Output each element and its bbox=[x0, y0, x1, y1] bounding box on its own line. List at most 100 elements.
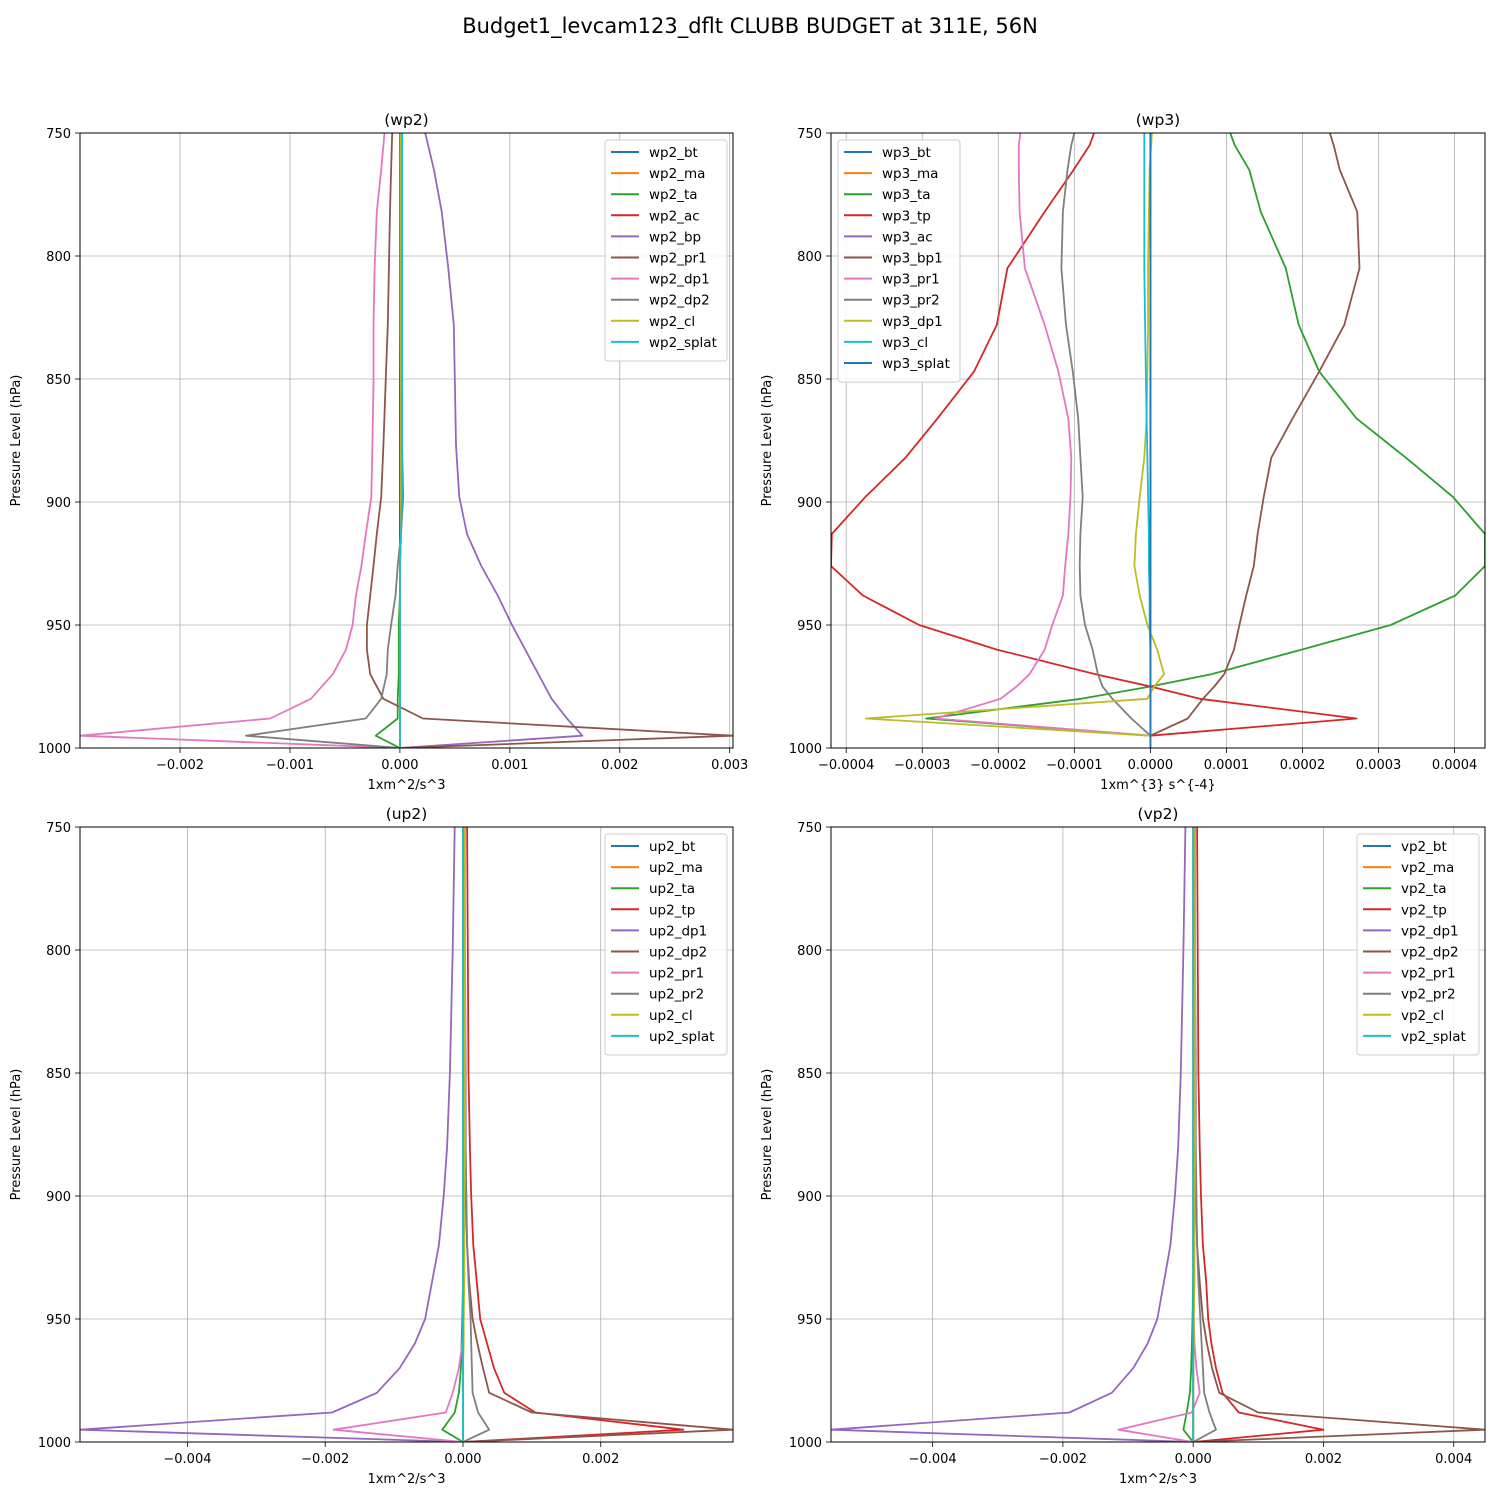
legend-label: vp2_tp bbox=[1401, 902, 1447, 918]
x-tick-label: 0.003 bbox=[711, 758, 748, 773]
x-tick-label: −0.002 bbox=[156, 758, 204, 773]
subplot-vp2: −0.004 −0.002 0.000 0.002 0.004 750 800 850 900 9… bbox=[760, 805, 1486, 1487]
legend-label: wp3_ma bbox=[882, 166, 938, 182]
legend-label: wp2_dp2 bbox=[649, 293, 710, 309]
legend-label: wp2_splat bbox=[649, 335, 717, 351]
legend-label: wp3_bp1 bbox=[882, 251, 943, 267]
x-tick-label: 0.000 bbox=[1175, 1452, 1212, 1467]
series-line-up2_pr1 bbox=[332, 827, 465, 1442]
legend-box bbox=[604, 833, 728, 1056]
legend-label: vp2_bt bbox=[1401, 839, 1447, 855]
legend-label: wp3_bt bbox=[882, 145, 931, 161]
legend: vp2_bt vp2_ma vp2_ta vp2_tp vp2_dp1 vp2_dp2vp… bbox=[1356, 833, 1480, 1056]
x-axis-label: 1xm^{3} s^{-4} bbox=[1100, 778, 1216, 793]
x-tick-label: 0.004 bbox=[1435, 1452, 1472, 1467]
legend-label: vp2_pr1 bbox=[1401, 966, 1456, 982]
x-axis-label: 1xm^2/s^3 bbox=[367, 778, 445, 793]
y-tick-label: 900 bbox=[46, 1190, 71, 1205]
legend-label: up2_ta bbox=[649, 881, 695, 897]
series-line-wp2_dp2 bbox=[245, 133, 405, 748]
series-line-wp3_pr1 bbox=[934, 133, 1152, 748]
series-line-wp3_pr2 bbox=[1060, 133, 1152, 748]
legend-label: wp3_pr1 bbox=[882, 272, 940, 288]
x-tick-label: 0.002 bbox=[1305, 1452, 1342, 1467]
y-tick-label: 750 bbox=[797, 127, 822, 142]
series-line-wp2_bp bbox=[399, 133, 584, 748]
series-line-wp3_bp1 bbox=[1149, 133, 1361, 748]
legend: up2_bt up2_ma up2_ta up2_tp up2_dp1 up2_dp2up… bbox=[604, 833, 728, 1056]
series-line-wp3_tp bbox=[831, 133, 1358, 748]
x-tick-label: 0.000 bbox=[381, 758, 418, 773]
legend-label: vp2_dp1 bbox=[1401, 923, 1459, 939]
y-tick-label: 800 bbox=[46, 944, 71, 959]
legend-label: wp2_ac bbox=[649, 208, 700, 224]
plot-area bbox=[80, 133, 733, 748]
y-tick-label: 800 bbox=[797, 944, 822, 959]
x-tick-label: 0.0002 bbox=[1280, 758, 1326, 773]
x-tick-label: 0.001 bbox=[491, 758, 528, 773]
x-tick-label: 0.0004 bbox=[1432, 758, 1478, 773]
x-tick-label: −0.004 bbox=[909, 1452, 957, 1467]
series-line-wp3_ta bbox=[925, 133, 1485, 748]
subplot-title: (wp2) bbox=[384, 111, 428, 129]
x-tick-label: 0.0000 bbox=[1128, 758, 1174, 773]
x-tick-label: 0.0003 bbox=[1356, 758, 1402, 773]
y-tick-label: 1000 bbox=[789, 1436, 822, 1451]
legend-label: wp2_pr1 bbox=[649, 251, 707, 267]
x-tick-label: 0.0001 bbox=[1204, 758, 1250, 773]
y-tick-label: 850 bbox=[46, 373, 71, 388]
series-line-vp2_dp1 bbox=[831, 827, 1194, 1442]
legend-label: vp2_splat bbox=[1401, 1029, 1466, 1045]
legend: wp2_bt wp2_ma wp2_ta wp2_ac wp2_bp wp2_pr1 wp2… bbox=[604, 139, 728, 362]
subplot-title: (up2) bbox=[386, 805, 428, 823]
legend-label: wp2_cl bbox=[649, 314, 695, 330]
x-tick-label: −0.0001 bbox=[1046, 758, 1102, 773]
x-tick-label: −0.002 bbox=[301, 1452, 349, 1467]
subplot-up2: −0.004 −0.002 0.000 0.002 750 800 850 900 950 100… bbox=[9, 805, 734, 1487]
series-line-wp2_pr1 bbox=[365, 133, 733, 748]
y-tick-label: 950 bbox=[797, 1313, 822, 1328]
plot-area bbox=[831, 133, 1485, 748]
legend-box bbox=[604, 139, 728, 362]
y-tick-label: 950 bbox=[46, 1313, 71, 1328]
x-tick-label: 0.000 bbox=[444, 1452, 481, 1467]
y-tick-label: 900 bbox=[797, 496, 822, 511]
y-tick-label: 750 bbox=[46, 127, 71, 142]
y-tick-label: 900 bbox=[797, 1190, 822, 1205]
y-tick-label: 800 bbox=[797, 250, 822, 265]
series-line-wp2_splat bbox=[398, 133, 404, 748]
legend-label: up2_bt bbox=[649, 839, 695, 855]
legend-label: up2_splat bbox=[649, 1029, 714, 1045]
y-tick-label: 850 bbox=[797, 1067, 822, 1082]
y-tick-label: 750 bbox=[46, 821, 71, 836]
legend-label: wp2_bt bbox=[649, 145, 698, 161]
legend-label: wp3_dp1 bbox=[882, 314, 943, 330]
legend-label: up2_cl bbox=[649, 1008, 693, 1024]
y-tick-label: 1000 bbox=[789, 742, 822, 757]
legend-label: wp3_splat bbox=[882, 356, 950, 372]
subplot-title: (vp2) bbox=[1138, 805, 1179, 823]
y-tick-label: 1000 bbox=[38, 742, 71, 757]
y-axis-label: Pressure Level (hPa) bbox=[9, 375, 24, 507]
axes-frame bbox=[830, 132, 1486, 749]
legend-label: up2_dp2 bbox=[649, 945, 707, 961]
x-tick-label: −0.0004 bbox=[818, 758, 874, 773]
y-axis-label: Pressure Level (hPa) bbox=[760, 1069, 775, 1201]
x-tick-label: −0.0003 bbox=[894, 758, 950, 773]
y-tick-label: 850 bbox=[46, 1067, 71, 1082]
x-tick-label: −0.0002 bbox=[970, 758, 1026, 773]
series-line-vp2_tp bbox=[1193, 827, 1325, 1442]
x-axis-label: 1xm^2/s^3 bbox=[1119, 1472, 1197, 1487]
legend-label: wp3_tp bbox=[882, 208, 931, 224]
x-tick-label: 0.002 bbox=[582, 1452, 619, 1467]
axes-frame bbox=[79, 826, 734, 1443]
series-line-wp2_dp1 bbox=[80, 133, 400, 748]
legend-label: up2_pr2 bbox=[649, 987, 704, 1003]
y-axis-label: Pressure Level (hPa) bbox=[760, 375, 775, 507]
legend-label: vp2_cl bbox=[1401, 1008, 1444, 1024]
y-tick-label: 1000 bbox=[38, 1436, 71, 1451]
legend-label: wp2_dp1 bbox=[649, 272, 710, 288]
legend-label: wp3_pr2 bbox=[882, 293, 940, 309]
legend-label: vp2_ta bbox=[1401, 881, 1446, 897]
